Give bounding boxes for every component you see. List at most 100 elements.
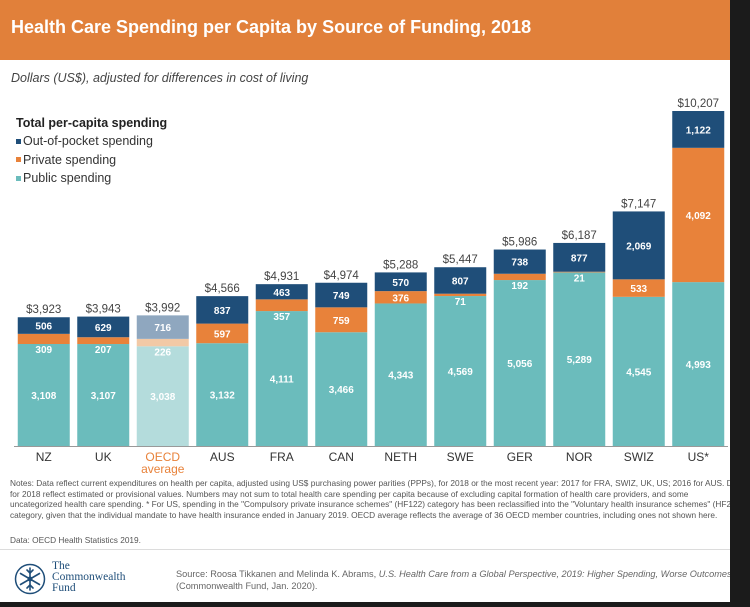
data-label-private: 533 [630,284,647,295]
data-label-out-of-pocket: 837 [214,306,231,317]
category-label: average [141,462,185,476]
legend-label-public: Public spending [23,171,112,186]
data-label-public: 3,108 [31,391,56,402]
data-label-public: 5,056 [507,359,532,370]
total-label: $4,974 [324,270,360,282]
bar-private [136,338,189,347]
legend-item-public: Public spending [16,169,167,188]
legend-label-out-of-pocket: Out-of-pocket spending [23,134,153,149]
data-label-public: 5,289 [567,355,592,366]
data-label-public: 3,107 [91,391,116,402]
bar-out-of-pocket [77,316,130,338]
bar-public [434,296,487,446]
data-label-out-of-pocket: 749 [333,291,350,302]
category-label: SWE [447,450,474,464]
category-label: NZ [36,450,52,464]
data-label-private: 4,092 [686,211,711,222]
data-label-private: 376 [392,293,409,304]
data-label-out-of-pocket: 716 [154,323,171,334]
total-label: $3,992 [145,302,180,314]
bar-public [672,282,725,446]
data-label-private: 357 [273,312,290,323]
data-label-public: 4,993 [686,360,711,371]
bar-out-of-pocket [315,282,368,308]
chart-title: Health Care Spending per Capita by Sourc… [11,17,532,37]
total-label: $10,207 [677,98,719,110]
source-prefix: Source: Roosa Tikkanen and Melinda K. Ab… [176,569,379,579]
legend-swatch-out-of-pocket [16,138,21,144]
data-label-private: 759 [333,316,350,327]
bar-public [612,296,665,446]
legend-item-out-of-pocket: Out-of-pocket spending [16,132,167,151]
bar-private [374,291,427,304]
total-label: $3,923 [26,304,61,316]
category-label: NETH [384,450,417,464]
data-label-out-of-pocket: 629 [95,323,112,334]
data-label-public: 4,545 [626,367,651,378]
data-label-out-of-pocket: 1,122 [686,125,711,136]
notes: Notes: Data reflect current expenditures… [10,478,730,520]
bar-private [196,323,249,344]
bar-public [315,332,368,446]
bar-out-of-pocket [612,211,665,280]
notes-line: Notes: Data reflect current expenditures… [10,478,730,488]
data-label-public: 4,343 [388,371,413,382]
legend-item-private: Private spending [16,151,167,170]
bar-private [77,337,130,345]
total-label: $3,943 [86,304,121,316]
data-label-out-of-pocket: 570 [392,278,409,289]
total-label: $5,986 [502,237,537,249]
total-label: $4,566 [205,283,240,295]
data-label-private: 226 [154,347,171,358]
category-label: AUS [210,450,235,464]
bar-out-of-pocket [374,272,427,292]
total-label: $5,447 [443,254,478,266]
bar-public [17,343,70,446]
data-label-public: 3,038 [150,392,175,403]
bar-out-of-pocket [493,249,546,274]
bar-private [315,307,368,333]
bar-private [493,273,546,281]
logo-wordmark: The Commonwealth Fund [52,560,126,594]
data-label-private: 309 [35,345,52,356]
data-label-private: 192 [511,281,528,292]
legend-swatch-private [16,157,21,163]
bar-out-of-pocket [136,315,189,339]
bar-out-of-pocket [17,317,70,334]
category-label: OECD [145,450,180,464]
total-label: $4,931 [264,271,299,283]
category-label: US* [688,450,710,464]
chart-card: Health Care Spending per Capita by Sourc… [0,0,730,602]
bar-public [374,303,427,446]
legend: Total per-capita spending Out-of-pocket … [16,116,167,188]
total-label: $5,288 [383,259,418,271]
bar-private [255,299,308,312]
total-label: $6,187 [562,230,597,242]
bar-private [612,279,665,297]
bar-public [196,343,249,446]
bar-chart: 3,108 309 506 $3,923 NZ 3,107 207 629 $3,943 UK 3,… [14,98,728,476]
data-label-out-of-pocket: 506 [35,322,52,333]
bar-public [493,280,546,446]
data-label-out-of-pocket: 463 [273,288,290,299]
footer-divider [0,549,730,550]
notes-line: category, given that the individual mand… [10,509,718,520]
data-label-out-of-pocket: 2,069 [626,241,651,252]
legend-swatch-public [16,175,21,181]
category-label: GER [507,450,533,464]
data-label-private: 597 [214,329,231,340]
source-citation: Source: Roosa Tikkanen and Melinda K. Ab… [176,568,730,592]
total-label: $7,147 [621,198,656,210]
bar-private [672,147,725,283]
bar-private [434,293,487,297]
bar-private [17,333,70,344]
bar-out-of-pocket [553,242,606,272]
bar-public [553,272,606,446]
bar-out-of-pocket [672,111,725,148]
bar-out-of-pocket [434,267,487,294]
notes-line: for 2018 reflect estimated or provisiona… [10,488,689,499]
data-label-public: 3,466 [329,385,354,396]
commonwealth-fund-logo: The Commonwealth Fund [14,560,154,597]
data-label-out-of-pocket: 738 [511,258,528,269]
bar-public [255,311,308,446]
